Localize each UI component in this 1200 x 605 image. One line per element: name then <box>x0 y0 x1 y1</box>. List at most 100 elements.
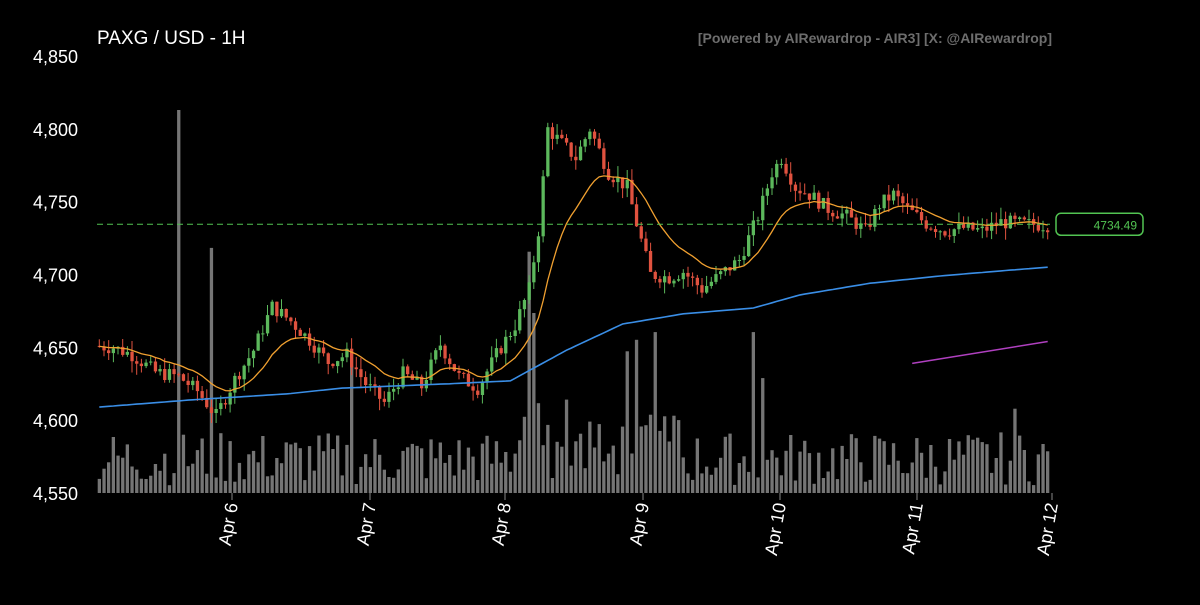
candle-body <box>700 285 704 293</box>
volume-bar <box>634 339 639 493</box>
volume-bar <box>765 459 769 493</box>
volume-bar <box>812 483 816 493</box>
volume-bar <box>677 420 681 493</box>
volume-bar <box>125 444 129 493</box>
candle-body <box>139 363 143 367</box>
candle-body <box>625 179 629 189</box>
volume-bar <box>560 446 564 493</box>
candle-body <box>971 222 975 230</box>
candle-body <box>1013 215 1017 219</box>
volume-bar <box>882 441 886 493</box>
candle-body <box>999 219 1003 226</box>
candle-body <box>891 190 896 201</box>
volume-bar <box>354 484 358 493</box>
volume-bar <box>831 448 835 493</box>
x-tick-label: Apr 6 <box>215 501 242 547</box>
last-price-box <box>1055 212 1144 237</box>
volume-bar <box>205 473 209 493</box>
candle-body <box>125 351 129 355</box>
candle-body <box>373 384 377 387</box>
candle-body <box>831 212 835 217</box>
volume-bar <box>859 462 863 493</box>
candle-body <box>938 231 942 233</box>
candle-body <box>209 407 214 413</box>
volume-bar <box>550 478 555 493</box>
volume-bar <box>130 466 134 493</box>
volume-bar <box>186 466 190 493</box>
volume-bar <box>200 438 204 493</box>
volume-bar <box>789 435 793 493</box>
candle-body <box>336 361 340 367</box>
candle-body <box>111 348 115 354</box>
candle-body <box>452 364 456 371</box>
volume-bar <box>410 443 414 493</box>
volume-bar <box>952 459 956 493</box>
volume-bar <box>873 435 877 493</box>
volume-bar <box>592 447 597 493</box>
candle-body <box>789 173 793 185</box>
candle-body <box>107 350 111 354</box>
candles <box>97 122 1050 423</box>
candle-body <box>919 212 924 221</box>
volume-bar <box>401 450 405 493</box>
volume-bar <box>620 426 625 493</box>
candle-body <box>480 382 485 395</box>
volume-bar <box>840 445 844 493</box>
candle-body <box>331 363 335 367</box>
volume-bar <box>546 424 550 493</box>
volume-bar <box>420 448 424 493</box>
volume-bar <box>779 475 783 493</box>
candle-body <box>667 276 671 284</box>
volume-bar <box>181 434 186 493</box>
candle-body <box>658 278 662 283</box>
candle-body <box>901 196 905 204</box>
volume-bar <box>578 433 583 493</box>
volume-bar <box>821 478 826 493</box>
volume-bar <box>153 464 158 493</box>
candle-body <box>293 321 298 330</box>
volume-bar <box>158 470 162 493</box>
candle-body <box>251 350 256 359</box>
candle-body <box>957 223 961 230</box>
candle-body <box>406 366 410 375</box>
candle-body <box>387 391 391 402</box>
candle-body <box>905 203 910 206</box>
candle-body <box>457 370 461 373</box>
candle-body <box>915 209 919 213</box>
candle-body <box>303 333 307 336</box>
volume-bar <box>541 445 545 493</box>
volume-bar <box>111 437 115 493</box>
y-tick-label: 4,850 <box>33 47 78 67</box>
candle-body <box>990 222 994 231</box>
candle-body <box>691 276 695 278</box>
volume-bar <box>279 463 284 493</box>
candle-body <box>1008 215 1012 229</box>
candle-body <box>1027 219 1031 221</box>
candle-body <box>149 361 153 363</box>
volume-bar <box>331 449 335 493</box>
volume-bar <box>705 466 709 493</box>
volume-bar <box>480 443 485 493</box>
volume-bar <box>144 479 148 493</box>
candle-body <box>630 179 634 205</box>
y-tick-label: 4,550 <box>33 484 78 504</box>
volume-bar <box>835 479 840 493</box>
candle-body <box>569 142 573 157</box>
candle-body <box>840 213 844 219</box>
candle-body <box>541 176 545 237</box>
volume-bar <box>102 468 106 493</box>
volume-bar <box>915 438 919 493</box>
volume-bar <box>985 444 989 493</box>
candle-body <box>793 184 798 191</box>
volume-bar <box>494 441 499 493</box>
volume-bar <box>228 441 232 493</box>
volume-bar <box>536 403 541 493</box>
volume-bar <box>219 433 223 493</box>
volume-bar <box>485 435 489 493</box>
volume-bar <box>368 467 372 493</box>
candle-body <box>775 163 779 178</box>
volume-bar <box>490 463 494 493</box>
volume-bar <box>714 467 718 493</box>
volume-bar <box>532 313 536 493</box>
